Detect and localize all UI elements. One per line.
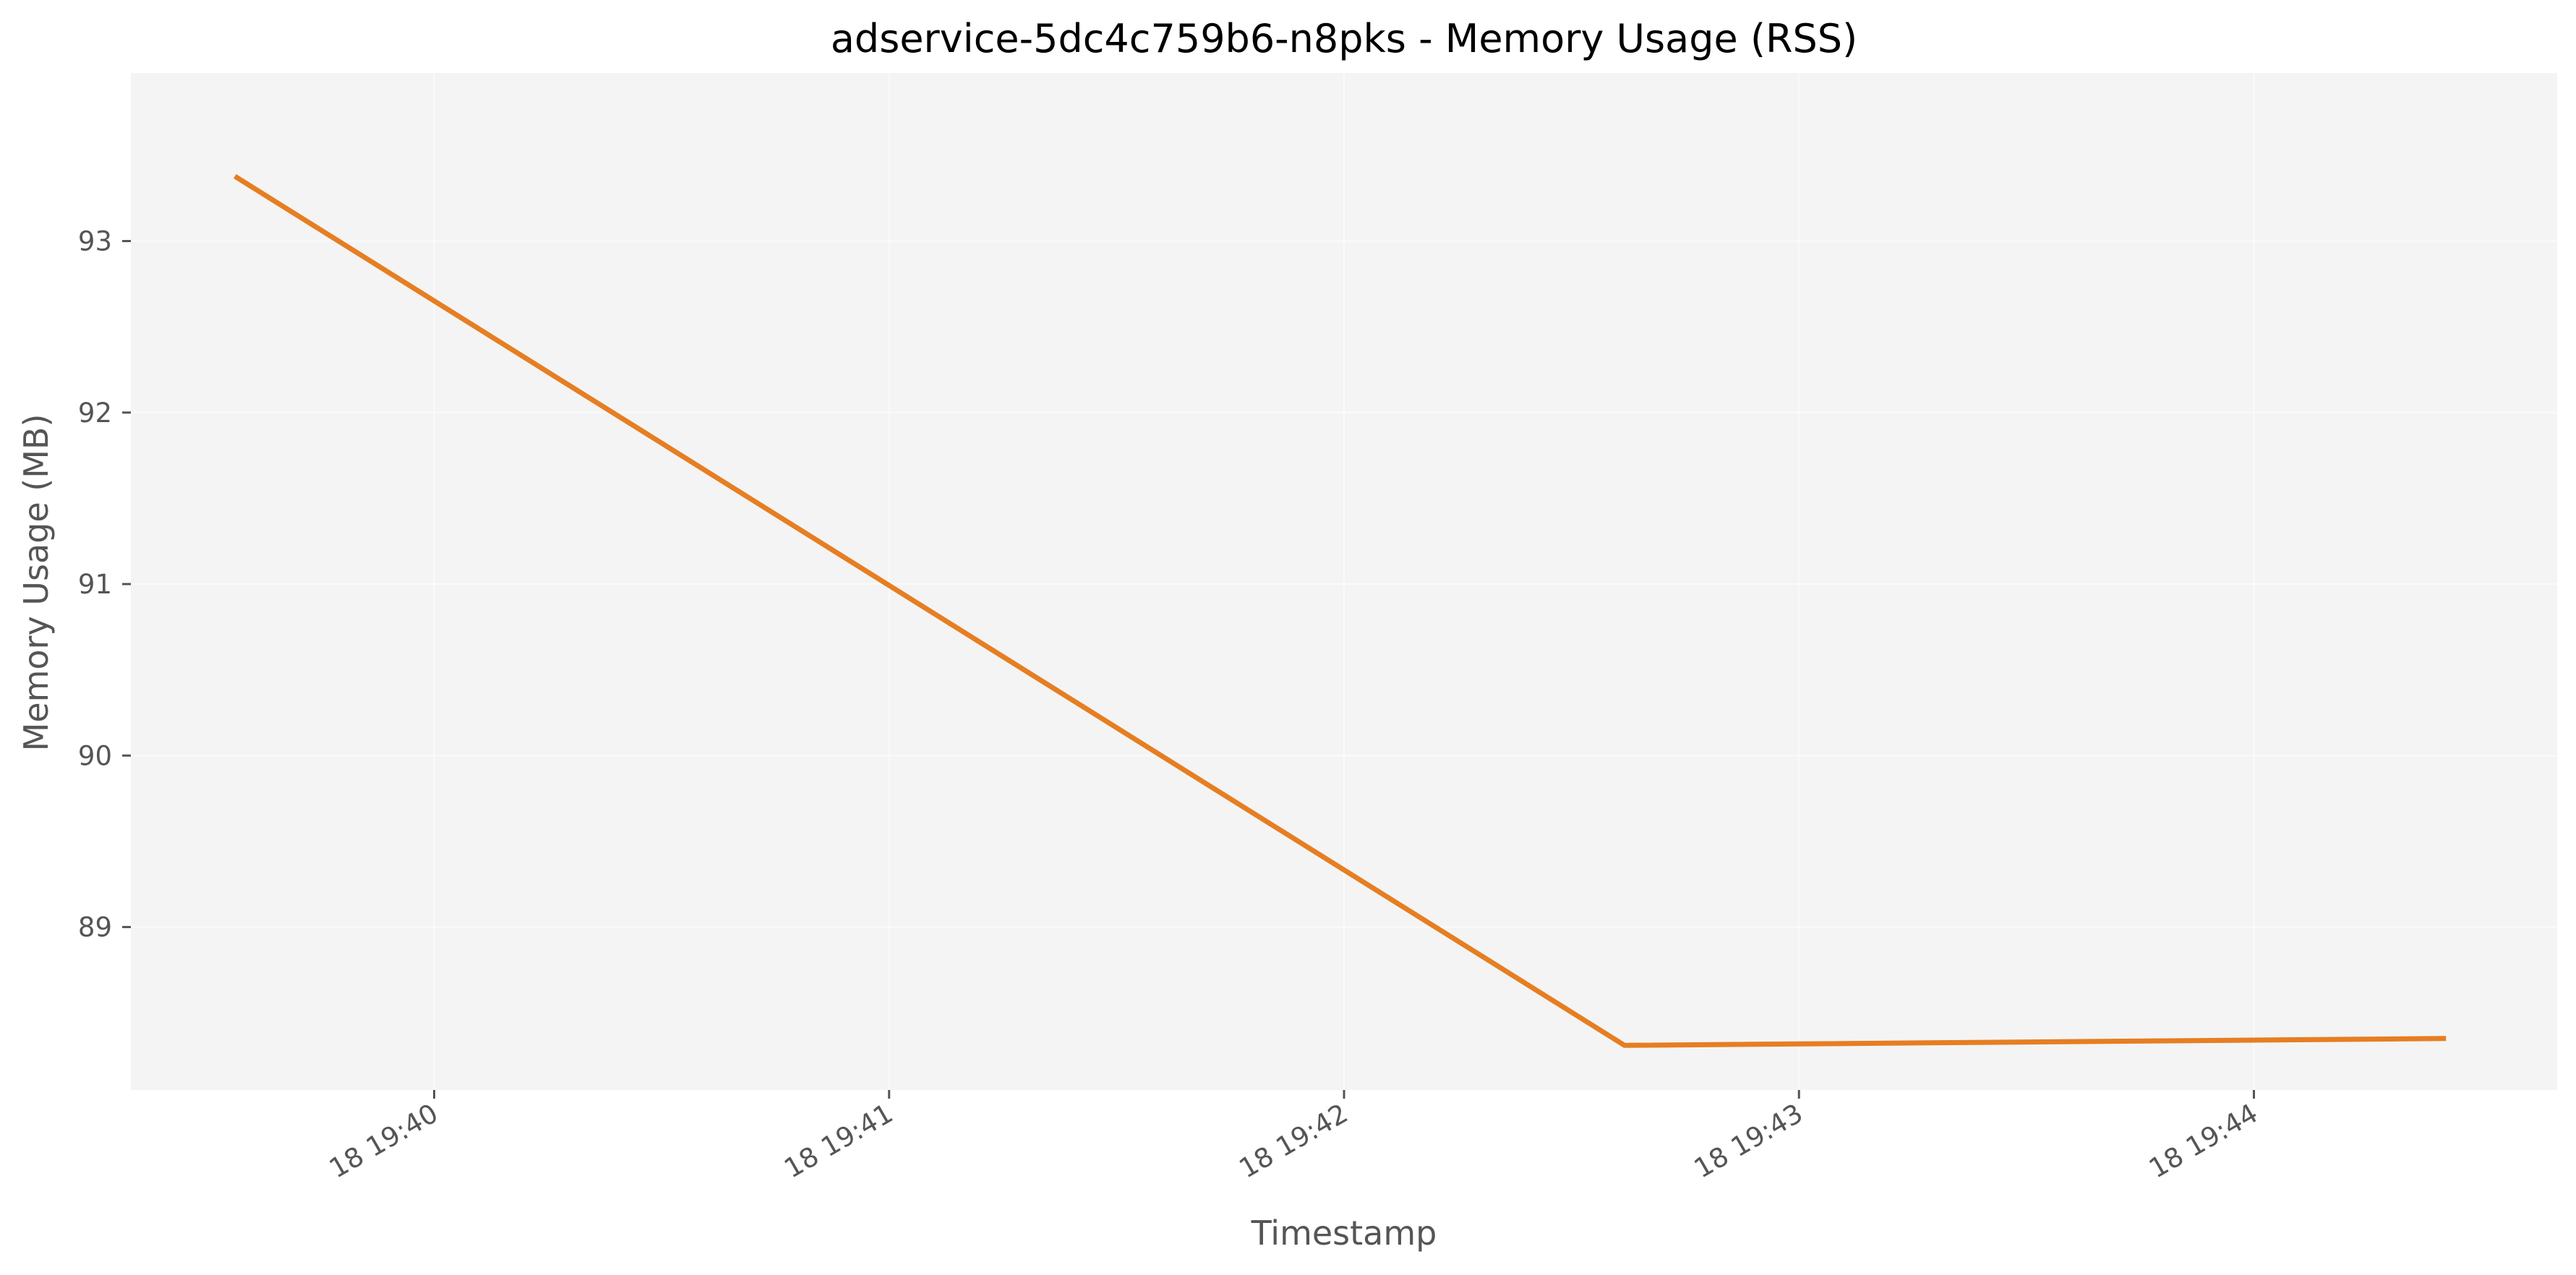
- x-axis-label: Timestamp: [1251, 1214, 1437, 1253]
- y-tick-label: 91: [78, 569, 112, 600]
- y-tick-label: 90: [78, 740, 112, 771]
- x-tick-label: 18 19:44: [2144, 1098, 2263, 1185]
- chart-title: adservice-5dc4c759b6-n8pks - Memory Usag…: [831, 16, 1857, 61]
- x-tick-label: 18 19:41: [779, 1098, 898, 1185]
- grid-lines: [131, 73, 2557, 1090]
- y-tick-label: 93: [78, 226, 112, 257]
- y-tick-label: 92: [78, 398, 112, 429]
- x-tick-label: 18 19:40: [324, 1098, 443, 1185]
- x-tick-label: 18 19:42: [1234, 1098, 1353, 1185]
- y-axis-label: Memory Usage (MB): [17, 414, 56, 752]
- x-tick-label: 18 19:43: [1689, 1098, 1808, 1185]
- series-line: [233, 173, 2447, 1048]
- series-layer: [233, 173, 2447, 1048]
- y-tick-label: 89: [78, 912, 112, 943]
